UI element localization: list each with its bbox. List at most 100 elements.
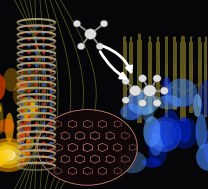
Circle shape: [50, 90, 52, 93]
Ellipse shape: [0, 150, 8, 166]
Circle shape: [42, 44, 45, 47]
Circle shape: [27, 135, 31, 138]
Bar: [138, 35, 141, 40]
Circle shape: [27, 96, 31, 99]
Circle shape: [20, 90, 23, 93]
Circle shape: [20, 103, 23, 106]
Circle shape: [42, 148, 45, 151]
Ellipse shape: [155, 95, 182, 109]
Bar: [190, 37, 192, 42]
Circle shape: [42, 83, 45, 86]
Circle shape: [50, 25, 52, 28]
Circle shape: [42, 109, 45, 112]
Circle shape: [20, 70, 23, 73]
Ellipse shape: [0, 150, 2, 168]
Ellipse shape: [141, 158, 160, 168]
Bar: [156, 42, 160, 106]
Ellipse shape: [130, 37, 132, 38]
Ellipse shape: [190, 36, 192, 38]
Circle shape: [27, 161, 31, 164]
Bar: [182, 37, 185, 42]
Circle shape: [50, 70, 52, 73]
Bar: [148, 42, 152, 113]
Circle shape: [20, 96, 23, 99]
Bar: [189, 42, 193, 113]
Circle shape: [35, 122, 38, 125]
Ellipse shape: [137, 87, 156, 115]
Circle shape: [27, 25, 31, 28]
Circle shape: [160, 87, 168, 94]
Ellipse shape: [27, 136, 34, 149]
Bar: [165, 64, 166, 79]
Circle shape: [20, 51, 23, 54]
Ellipse shape: [160, 110, 180, 150]
Ellipse shape: [150, 133, 162, 156]
Ellipse shape: [165, 36, 167, 38]
Circle shape: [42, 142, 45, 145]
Ellipse shape: [148, 126, 168, 167]
Bar: [130, 37, 132, 42]
Circle shape: [27, 103, 31, 106]
Ellipse shape: [181, 36, 185, 38]
Circle shape: [50, 103, 52, 106]
Ellipse shape: [165, 79, 198, 107]
Bar: [181, 65, 182, 81]
Ellipse shape: [143, 116, 161, 147]
Ellipse shape: [0, 138, 31, 172]
Circle shape: [100, 20, 108, 27]
Circle shape: [27, 38, 31, 41]
Ellipse shape: [0, 142, 26, 168]
Circle shape: [35, 96, 38, 99]
Circle shape: [27, 57, 31, 60]
Bar: [192, 63, 193, 77]
Circle shape: [27, 142, 31, 145]
Circle shape: [35, 44, 38, 47]
Circle shape: [50, 148, 52, 151]
Bar: [198, 61, 199, 74]
Circle shape: [35, 103, 38, 106]
Circle shape: [42, 38, 45, 41]
Circle shape: [42, 77, 45, 80]
Circle shape: [20, 25, 23, 28]
Circle shape: [27, 90, 31, 93]
Bar: [159, 61, 160, 74]
Circle shape: [20, 32, 23, 34]
Circle shape: [20, 77, 23, 80]
Circle shape: [20, 38, 23, 41]
Circle shape: [20, 155, 23, 157]
Circle shape: [35, 155, 38, 157]
Ellipse shape: [0, 119, 15, 132]
Ellipse shape: [118, 151, 146, 173]
Circle shape: [42, 96, 45, 99]
Circle shape: [42, 32, 45, 34]
Bar: [200, 61, 201, 74]
Ellipse shape: [19, 125, 24, 140]
Ellipse shape: [204, 128, 208, 166]
Circle shape: [50, 161, 52, 164]
Bar: [205, 37, 207, 42]
Bar: [173, 62, 174, 76]
Bar: [150, 63, 151, 77]
Ellipse shape: [0, 144, 13, 162]
Ellipse shape: [0, 146, 21, 164]
Circle shape: [50, 129, 52, 132]
Ellipse shape: [0, 104, 1, 114]
Circle shape: [50, 142, 52, 145]
Ellipse shape: [5, 113, 14, 142]
Bar: [149, 37, 151, 42]
Circle shape: [122, 97, 129, 104]
Circle shape: [35, 116, 38, 119]
Bar: [140, 65, 141, 81]
Circle shape: [50, 64, 52, 67]
Ellipse shape: [178, 118, 191, 143]
Bar: [204, 42, 208, 117]
Circle shape: [42, 122, 45, 125]
Ellipse shape: [205, 36, 207, 38]
Circle shape: [73, 20, 81, 27]
Circle shape: [20, 57, 23, 60]
Circle shape: [138, 99, 147, 107]
Circle shape: [20, 122, 23, 125]
Circle shape: [35, 51, 38, 54]
Circle shape: [35, 135, 38, 138]
Ellipse shape: [142, 106, 154, 122]
